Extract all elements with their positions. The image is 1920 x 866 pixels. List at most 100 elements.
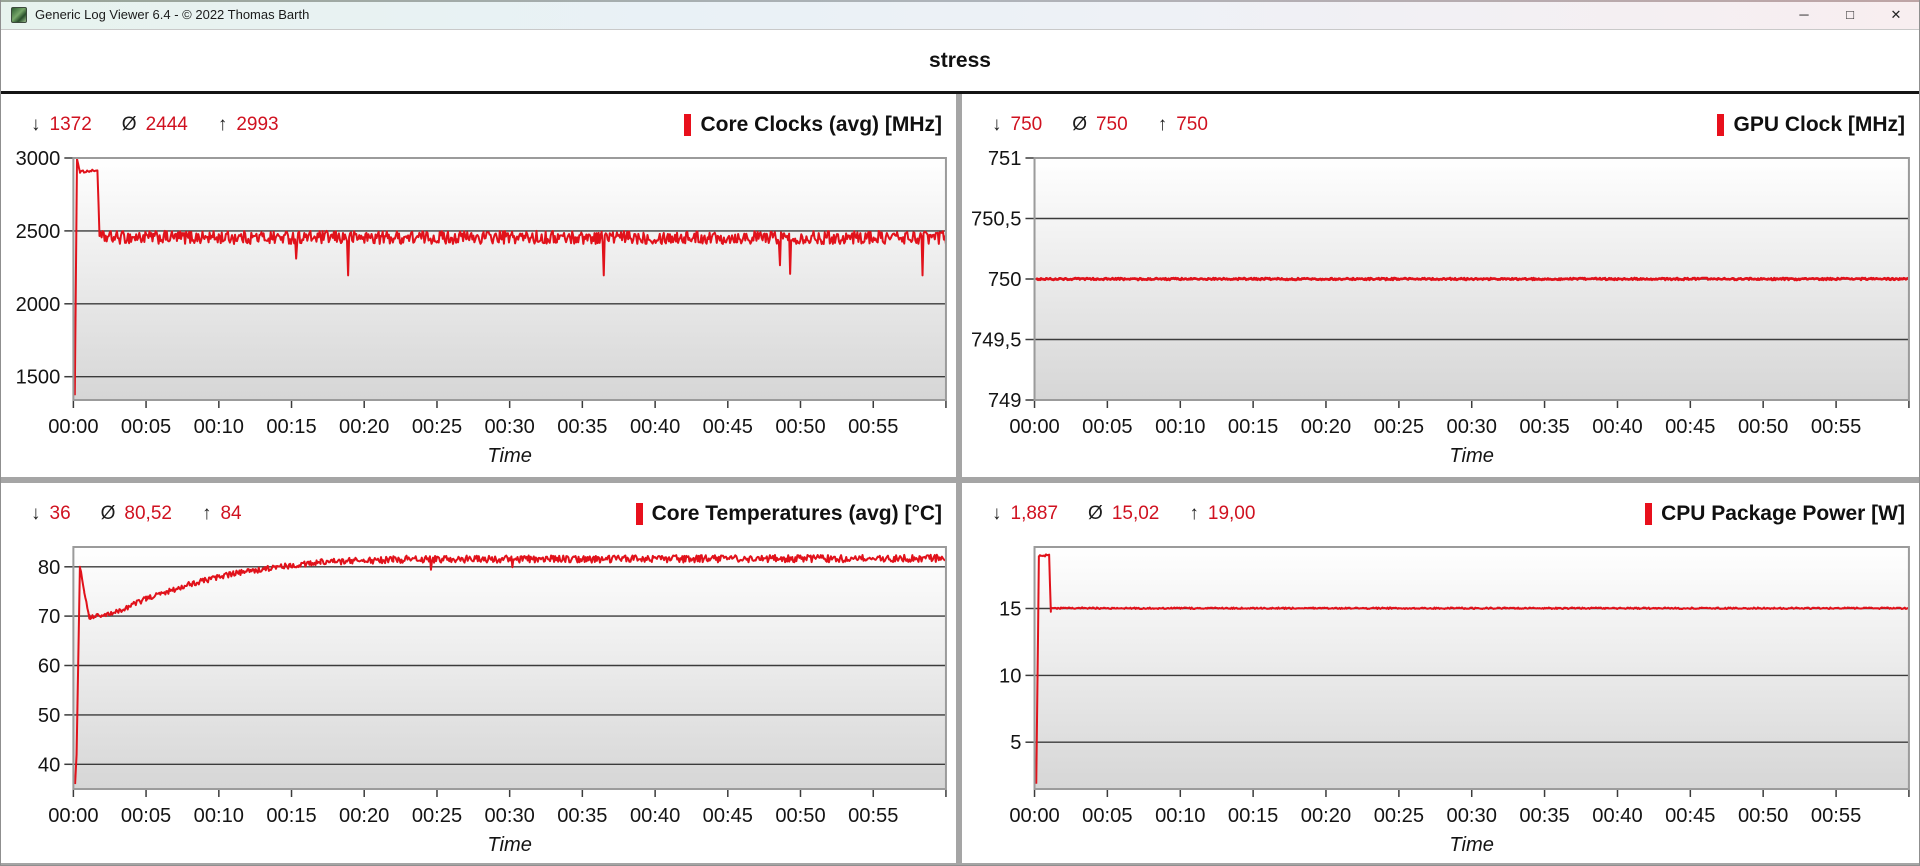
svg-text:00:05: 00:05 bbox=[1082, 805, 1132, 827]
chart-header: ↓ 1,887 Ø 15,02 ↑ 19,00 CPU Package Power [… bbox=[962, 483, 1919, 539]
svg-text:00:10: 00:10 bbox=[194, 805, 244, 827]
svg-text:00:55: 00:55 bbox=[848, 416, 898, 438]
stat-avg-value: 750 bbox=[1095, 114, 1128, 135]
svg-text:80: 80 bbox=[38, 557, 60, 579]
chart-plot-core-clocks: 3000 2500 2000 1500 00:00 00:05 00:10 00:15 00:2… bbox=[1, 150, 956, 477]
close-button[interactable]: ✕ bbox=[1890, 6, 1902, 22]
svg-text:00:50: 00:50 bbox=[1738, 805, 1788, 827]
stat-max-value: 750 bbox=[1176, 114, 1208, 135]
svg-text:50: 50 bbox=[38, 705, 60, 727]
chart-stats: ↓ 750 Ø 750 ↑ 750 bbox=[992, 114, 1238, 136]
svg-text:00:00: 00:00 bbox=[1009, 805, 1059, 827]
avg-symbol-icon: Ø bbox=[100, 503, 116, 524]
svg-text:10: 10 bbox=[999, 665, 1021, 687]
chart-stats: ↓ 1372 Ø 2444 ↑ 2993 bbox=[31, 114, 309, 136]
chart-panel-core-temperatures: ↓ 36 Ø 80,52 ↑ 84 Core Temperatures (avg) [… bbox=[1, 483, 956, 863]
svg-text:749,5: 749,5 bbox=[971, 330, 1021, 352]
stat-avg-value: 15,02 bbox=[1111, 503, 1160, 524]
svg-text:00:15: 00:15 bbox=[1228, 805, 1278, 827]
svg-text:70: 70 bbox=[38, 606, 60, 628]
avg-symbol-icon: Ø bbox=[1072, 114, 1087, 135]
svg-text:1500: 1500 bbox=[16, 367, 61, 389]
svg-text:00:50: 00:50 bbox=[1738, 416, 1788, 438]
max-arrow-icon: ↑ bbox=[217, 114, 228, 135]
svg-text:2000: 2000 bbox=[16, 294, 61, 316]
svg-text:00:25: 00:25 bbox=[412, 416, 462, 438]
title-bar: Generic Log Viewer 6.4 - © 2022 Thomas B… bbox=[1, 0, 1919, 30]
svg-text:00:05: 00:05 bbox=[121, 416, 171, 438]
svg-text:00:55: 00:55 bbox=[848, 805, 898, 827]
svg-text:00:00: 00:00 bbox=[1009, 416, 1059, 438]
minimize-button[interactable]: ─ bbox=[1799, 7, 1809, 22]
svg-text:750: 750 bbox=[988, 269, 1022, 291]
stat-avg: Ø 2444 bbox=[122, 114, 188, 136]
window-title: Generic Log Viewer 6.4 - © 2022 Thomas B… bbox=[35, 7, 310, 22]
svg-text:00:45: 00:45 bbox=[703, 805, 753, 827]
chart-header: ↓ 750 Ø 750 ↑ 750 GPU Clock [MHz] bbox=[962, 94, 1919, 150]
stat-avg: Ø 750 bbox=[1072, 114, 1127, 136]
stat-min-value: 750 bbox=[1010, 114, 1043, 135]
series-marker-icon bbox=[684, 114, 692, 136]
svg-text:00:25: 00:25 bbox=[1374, 416, 1424, 438]
stat-avg: Ø 15,02 bbox=[1088, 503, 1159, 525]
chart-stats: ↓ 36 Ø 80,52 ↑ 84 bbox=[31, 503, 272, 525]
svg-text:00:45: 00:45 bbox=[1665, 805, 1715, 827]
chart-grid: ↓ 1372 Ø 2444 ↑ 2993 Core Clocks (avg) [MHz… bbox=[1, 94, 1919, 865]
svg-text:Time: Time bbox=[487, 834, 531, 856]
svg-text:00:40: 00:40 bbox=[1592, 416, 1642, 438]
chart-plot-cpu-package-power: 15 10 5 00:00 00:05 00:10 00:15 00:20 00:25 00:30… bbox=[962, 539, 1919, 863]
window-controls: ─ □ ✕ bbox=[1781, 0, 1919, 29]
svg-text:2500: 2500 bbox=[16, 221, 61, 243]
stat-min-value: 1,887 bbox=[1010, 503, 1059, 524]
svg-text:00:30: 00:30 bbox=[485, 416, 535, 438]
stat-avg-value: 80,52 bbox=[124, 503, 172, 524]
maximize-button[interactable]: □ bbox=[1846, 7, 1854, 22]
stat-max-value: 84 bbox=[220, 503, 242, 524]
stat-min: ↓ 36 bbox=[31, 503, 71, 525]
chart-panel-gpu-clock: ↓ 750 Ø 750 ↑ 750 GPU Clock [MHz] 751 750,5 7… bbox=[962, 94, 1919, 477]
svg-text:00:25: 00:25 bbox=[1374, 805, 1424, 827]
svg-text:00:35: 00:35 bbox=[557, 805, 607, 827]
svg-text:3000: 3000 bbox=[16, 150, 61, 170]
svg-text:00:30: 00:30 bbox=[485, 805, 535, 827]
svg-text:00:55: 00:55 bbox=[1811, 416, 1861, 438]
max-arrow-icon: ↑ bbox=[201, 503, 212, 524]
max-arrow-icon: ↑ bbox=[1189, 503, 1199, 524]
series-marker-icon bbox=[1645, 503, 1653, 525]
svg-text:00:35: 00:35 bbox=[557, 416, 607, 438]
svg-text:00:20: 00:20 bbox=[1301, 416, 1351, 438]
chart-title-text: Core Temperatures (avg) [°C] bbox=[651, 502, 942, 525]
svg-text:60: 60 bbox=[38, 656, 60, 678]
stat-max-value: 2993 bbox=[236, 114, 279, 135]
chart-title: Core Temperatures (avg) [°C] bbox=[635, 502, 942, 526]
svg-text:00:30: 00:30 bbox=[1447, 805, 1497, 827]
svg-text:00:40: 00:40 bbox=[1592, 805, 1642, 827]
svg-text:00:15: 00:15 bbox=[266, 805, 316, 827]
stat-max: ↑ 84 bbox=[202, 503, 242, 525]
chart-title-text: GPU Clock [MHz] bbox=[1733, 113, 1905, 136]
chart-title: CPU Package Power [W] bbox=[1645, 502, 1905, 526]
stat-max: ↑ 2993 bbox=[218, 114, 279, 136]
chart-panel-core-clocks: ↓ 1372 Ø 2444 ↑ 2993 Core Clocks (avg) [MHz… bbox=[1, 94, 956, 477]
page-title: stress bbox=[929, 48, 991, 72]
app-icon bbox=[11, 6, 27, 23]
stat-avg-value: 2444 bbox=[145, 114, 188, 135]
stat-max: ↑ 19,00 bbox=[1189, 503, 1255, 525]
min-arrow-icon: ↓ bbox=[31, 503, 41, 524]
stat-min: ↓ 1,887 bbox=[992, 503, 1058, 525]
svg-text:00:50: 00:50 bbox=[775, 805, 825, 827]
svg-text:00:45: 00:45 bbox=[1665, 416, 1715, 438]
svg-text:00:00: 00:00 bbox=[48, 416, 98, 438]
svg-text:00:45: 00:45 bbox=[703, 416, 753, 438]
chart-plot-gpu-clock: 751 750,5 750 749,5 749 00:00 00:05 00:10 00:15 0… bbox=[962, 150, 1919, 477]
svg-text:00:10: 00:10 bbox=[194, 416, 244, 438]
chart-header: ↓ 1372 Ø 2444 ↑ 2993 Core Clocks (avg) [MHz… bbox=[1, 94, 956, 150]
stat-min-value: 1372 bbox=[49, 114, 92, 135]
chart-plot-core-temperatures: 80 70 60 50 40 00:00 00:05 00:10 00:15 00:20 00:25… bbox=[1, 539, 956, 863]
svg-text:40: 40 bbox=[38, 754, 60, 776]
series-marker-icon bbox=[635, 503, 643, 525]
chart-header: ↓ 36 Ø 80,52 ↑ 84 Core Temperatures (avg) [… bbox=[1, 483, 956, 539]
min-arrow-icon: ↓ bbox=[992, 503, 1002, 524]
svg-text:750,5: 750,5 bbox=[971, 209, 1021, 231]
